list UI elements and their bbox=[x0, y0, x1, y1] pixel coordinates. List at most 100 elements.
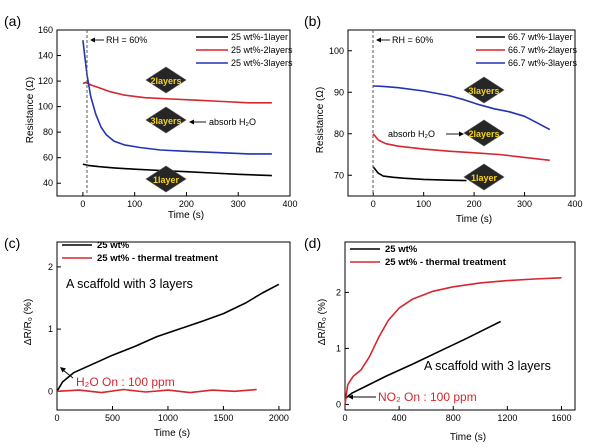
x-tick-label: 400 bbox=[392, 413, 407, 423]
panel-b: (b) Time (s) Resistance (Ω) 0 100 200 300 40… bbox=[304, 13, 583, 225]
x-tick-label: 100 bbox=[416, 199, 431, 209]
series-line-1 bbox=[56, 388, 257, 394]
series-line-0 bbox=[344, 320, 501, 400]
rh-arrow-head bbox=[90, 37, 95, 43]
y-tick-label: 70 bbox=[334, 170, 344, 180]
gas-on-label: H₂O On : 100 ppm bbox=[76, 375, 175, 389]
panel-d: (d) Time (s) ΔR/R₀ (%) 0 400 800 1200 1600 0 1… bbox=[304, 235, 576, 443]
plot-frame bbox=[56, 241, 291, 411]
x-tick-label: 500 bbox=[105, 413, 120, 423]
absorb-arrow-head bbox=[459, 131, 464, 137]
y-tick-label: 90 bbox=[334, 87, 344, 97]
panel-b-letter: (b) bbox=[304, 13, 321, 29]
series-line-0 bbox=[56, 283, 280, 392]
y-tick-label: 1 bbox=[336, 343, 341, 353]
legend-label-25wt: 25 wt% bbox=[385, 244, 418, 255]
legend: 25 wt% 25 wt% - thermal treatment bbox=[62, 240, 219, 264]
rh-arrow-head bbox=[376, 37, 381, 43]
x-tick-label: 300 bbox=[231, 199, 246, 209]
panel-b-ylabel: Resistance (Ω) bbox=[315, 87, 326, 153]
x-tick-label: 400 bbox=[282, 199, 297, 209]
series-line-2 bbox=[82, 40, 272, 155]
legend-label-thermal: 25 wt% - thermal treatment bbox=[385, 257, 507, 268]
panel-a-xlabel: Time (s) bbox=[168, 210, 204, 221]
y-tick-label: 160 bbox=[38, 25, 53, 35]
legend-label-3layers: 25 wt%-3layers bbox=[231, 58, 293, 68]
panel-c-ylabel: ΔR/R₀ (%) bbox=[23, 299, 34, 345]
y-tick-label: 1 bbox=[48, 324, 53, 334]
panel-c: (c) Time (s) ΔR/R₀ (%) 0 500 1000 1500 2000 0… bbox=[4, 235, 291, 439]
absorb-label: absorb H₂O bbox=[388, 129, 435, 139]
panel-a-ylabel: Resistance (Ω) bbox=[25, 77, 36, 143]
x-tick-label: 100 bbox=[127, 199, 142, 209]
y-tick-label: 2 bbox=[48, 262, 53, 272]
gas-on-arrow-head bbox=[348, 394, 353, 400]
scaffold-note: A scaffold with 3 layers bbox=[424, 359, 551, 373]
x-tick-label: 800 bbox=[446, 413, 461, 423]
y-tick-label: 0 bbox=[48, 386, 53, 396]
panel-c-xlabel: Time (s) bbox=[154, 428, 190, 439]
x-tick-label: 400 bbox=[567, 199, 582, 209]
legend-label-2layers: 66.7 wt%-2layers bbox=[508, 45, 578, 55]
scaffold-image-2layers: 2layers bbox=[463, 119, 505, 147]
y-tick-label: 120 bbox=[38, 76, 53, 86]
x-tick-label: 1500 bbox=[213, 413, 233, 423]
badge-label: 3layers bbox=[468, 86, 499, 96]
panel-d-ylabel: ΔR/R₀ (%) bbox=[317, 299, 328, 345]
series-line-1 bbox=[372, 133, 550, 162]
panel-c-letter: (c) bbox=[4, 235, 20, 251]
legend: 25 wt%-1layer 25 wt%-2layers 25 wt%-3lay… bbox=[196, 32, 293, 68]
legend-label-25wt: 25 wt% bbox=[97, 240, 130, 251]
plot-frame bbox=[347, 29, 576, 197]
scaffold-image-1layer: 1layer bbox=[145, 165, 187, 193]
x-tick-label: 0 bbox=[80, 199, 85, 209]
x-tick-label: 300 bbox=[517, 199, 532, 209]
x-tick-label: 200 bbox=[179, 199, 194, 209]
x-tick-label: 0 bbox=[371, 199, 376, 209]
series-line-1 bbox=[344, 277, 562, 405]
badge-label: 2layers bbox=[150, 76, 181, 86]
x-tick-label: 0 bbox=[54, 413, 59, 423]
series-line-1 bbox=[82, 81, 272, 104]
scaffold-image-1layer: 1layer bbox=[463, 163, 505, 191]
y-tick-label: 80 bbox=[43, 127, 53, 137]
y-tick-label: 40 bbox=[43, 178, 53, 188]
x-tick-label: 1000 bbox=[158, 413, 178, 423]
y-tick-label: 100 bbox=[38, 102, 53, 112]
y-tick-label: 80 bbox=[334, 129, 344, 139]
gas-on-label: NO₂ On : 100 ppm bbox=[378, 390, 477, 404]
legend-label-thermal: 25 wt% - thermal treatment bbox=[97, 253, 219, 264]
plot-frame bbox=[56, 29, 291, 197]
x-tick-label: 0 bbox=[342, 413, 347, 423]
rh-label: RH = 60% bbox=[106, 35, 147, 45]
y-tick-label: 0 bbox=[336, 399, 341, 409]
panel-a: (a) Time (s) Resistance (Ω) 0 100 200 300 40… bbox=[4, 13, 298, 221]
x-tick-label: 1600 bbox=[551, 413, 571, 423]
y-tick-label: 60 bbox=[43, 153, 53, 163]
gas-on-arrow bbox=[62, 369, 74, 379]
y-tick-label: 100 bbox=[329, 46, 344, 56]
panel-d-xlabel: Time (s) bbox=[450, 432, 486, 443]
badge-label: 3layers bbox=[150, 116, 181, 126]
scaffold-note: A scaffold with 3 layers bbox=[66, 277, 193, 291]
absorb-label: absorb H₂O bbox=[209, 117, 256, 127]
scaffold-image-2layers: 2layers bbox=[145, 66, 187, 94]
gas-on-arrow-head bbox=[60, 367, 66, 373]
legend-label-1layer: 66.7 wt%-1layer bbox=[508, 32, 573, 42]
legend-label-1layer: 25 wt%-1layer bbox=[231, 32, 288, 42]
scaffold-image-3layers: 3layers bbox=[145, 106, 187, 134]
panel-b-xlabel: Time (s) bbox=[456, 214, 492, 225]
badge-label: 2layers bbox=[468, 129, 499, 139]
scaffold-image-3layers: 3layers bbox=[463, 76, 505, 104]
x-tick-label: 200 bbox=[467, 199, 482, 209]
y-tick-label: 140 bbox=[38, 51, 53, 61]
series-line-2 bbox=[373, 85, 551, 131]
legend: 25 wt% 25 wt% - thermal treatment bbox=[350, 244, 507, 268]
legend-label-2layers: 25 wt%-2layers bbox=[231, 45, 293, 55]
x-tick-label: 1200 bbox=[497, 413, 517, 423]
absorb-arrow-head bbox=[189, 119, 194, 125]
rh-label: RH = 60% bbox=[392, 35, 433, 45]
panel-d-letter: (d) bbox=[304, 235, 321, 251]
series-line-0 bbox=[372, 166, 467, 182]
